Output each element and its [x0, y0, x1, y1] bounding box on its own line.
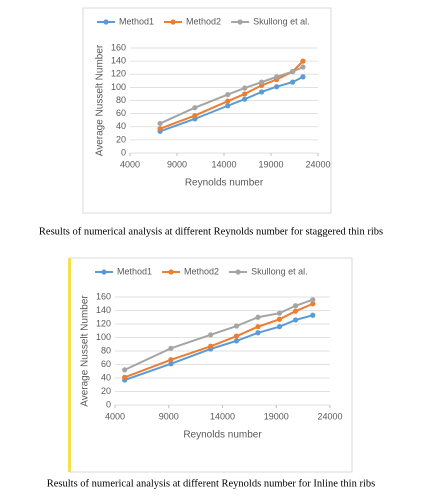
y-axis-title: Average Nusselt Number: [80, 295, 91, 407]
marker: [255, 324, 261, 330]
legend-label: Method1: [119, 16, 154, 26]
legend-label: Skullong et al.: [253, 16, 310, 26]
caption: Results of numerical analysis at differe…: [39, 226, 383, 237]
marker: [259, 79, 265, 85]
x-tick-label: 9000: [167, 159, 187, 169]
legend-label: Method2: [186, 16, 221, 26]
marker: [122, 367, 128, 373]
legend-label: Skullong et al.: [251, 266, 308, 276]
series-line: [159, 66, 304, 125]
marker: [157, 120, 163, 127]
marker: [208, 332, 214, 338]
marker: [290, 69, 296, 75]
legend-label: Method2: [184, 266, 219, 276]
marker: [225, 103, 231, 109]
marker: [310, 312, 316, 318]
y-tick-label: 140: [111, 56, 126, 66]
marker: [192, 112, 198, 119]
y-tick-label: 80: [101, 345, 111, 355]
marker: [157, 126, 163, 132]
legend-marker: [168, 269, 174, 275]
marker: [208, 343, 214, 349]
marker: [300, 64, 306, 70]
legend-marker: [237, 19, 243, 25]
series-line: [159, 75, 304, 133]
x-tick-label: 4000: [120, 159, 140, 169]
legend-marker: [103, 19, 109, 25]
x-axis-title: Reynolds number: [183, 430, 262, 441]
marker: [290, 79, 296, 85]
y-tick-label: 120: [96, 318, 111, 328]
marker: [242, 85, 248, 91]
series-line: [124, 298, 314, 371]
marker: [276, 316, 283, 322]
marker: [168, 345, 174, 351]
y-tick-label: 0: [106, 399, 111, 409]
x-tick-label: 9000: [159, 411, 179, 421]
marker: [233, 338, 240, 344]
legend-marker: [235, 269, 241, 275]
marker: [293, 308, 299, 314]
y-tick-label: 20: [116, 134, 126, 144]
legend-marker: [170, 19, 176, 25]
marker: [293, 303, 299, 309]
marker: [225, 91, 231, 98]
y-tick-label: 20: [101, 386, 111, 396]
y-tick-label: 140: [96, 305, 111, 315]
legend-marker: [101, 269, 107, 275]
chart-frame: [69, 257, 353, 473]
y-axis-title: Average Nusselt Number: [95, 44, 106, 156]
marker: [310, 297, 316, 303]
marker: [274, 74, 280, 80]
marker: [233, 323, 240, 329]
marker: [293, 317, 299, 323]
caption: Results of numerical analysis at differe…: [47, 478, 375, 489]
y-tick-label: 60: [101, 359, 111, 369]
highlight-bar: [68, 258, 71, 472]
marker: [168, 357, 174, 363]
y-tick-label: 40: [116, 121, 126, 131]
marker: [255, 330, 261, 336]
series-line: [124, 302, 314, 379]
marker: [168, 361, 174, 367]
x-tick-label: 19000: [264, 411, 289, 421]
y-tick-label: 80: [116, 95, 126, 105]
marker: [225, 98, 231, 104]
y-tick-label: 60: [116, 108, 126, 118]
marker: [259, 89, 265, 95]
marker: [122, 374, 128, 380]
x-tick-label: 19000: [258, 159, 283, 169]
y-tick-label: 160: [111, 42, 126, 52]
x-tick-label: 4000: [105, 411, 125, 421]
marker: [300, 58, 306, 64]
legend-label: Method1: [117, 266, 152, 276]
y-tick-label: 100: [111, 82, 126, 92]
marker: [242, 91, 248, 97]
marker: [276, 310, 283, 316]
marker: [233, 333, 240, 339]
x-tick-label: 24000: [317, 411, 342, 421]
marker: [255, 314, 261, 320]
marker: [310, 301, 316, 307]
x-axis-title: Reynolds number: [185, 178, 264, 189]
marker: [274, 84, 280, 90]
marker: [276, 324, 283, 330]
marker: [192, 105, 198, 111]
marker: [300, 74, 306, 80]
y-tick-label: 40: [101, 372, 111, 382]
y-tick-label: 100: [96, 332, 111, 342]
y-tick-label: 0: [121, 147, 126, 157]
x-tick-label: 14000: [210, 411, 235, 421]
series-line: [124, 314, 314, 381]
y-tick-label: 120: [111, 69, 126, 79]
x-tick-label: 14000: [211, 159, 236, 169]
marker: [242, 96, 248, 102]
y-tick-label: 160: [96, 291, 111, 301]
x-tick-label: 24000: [305, 159, 330, 169]
